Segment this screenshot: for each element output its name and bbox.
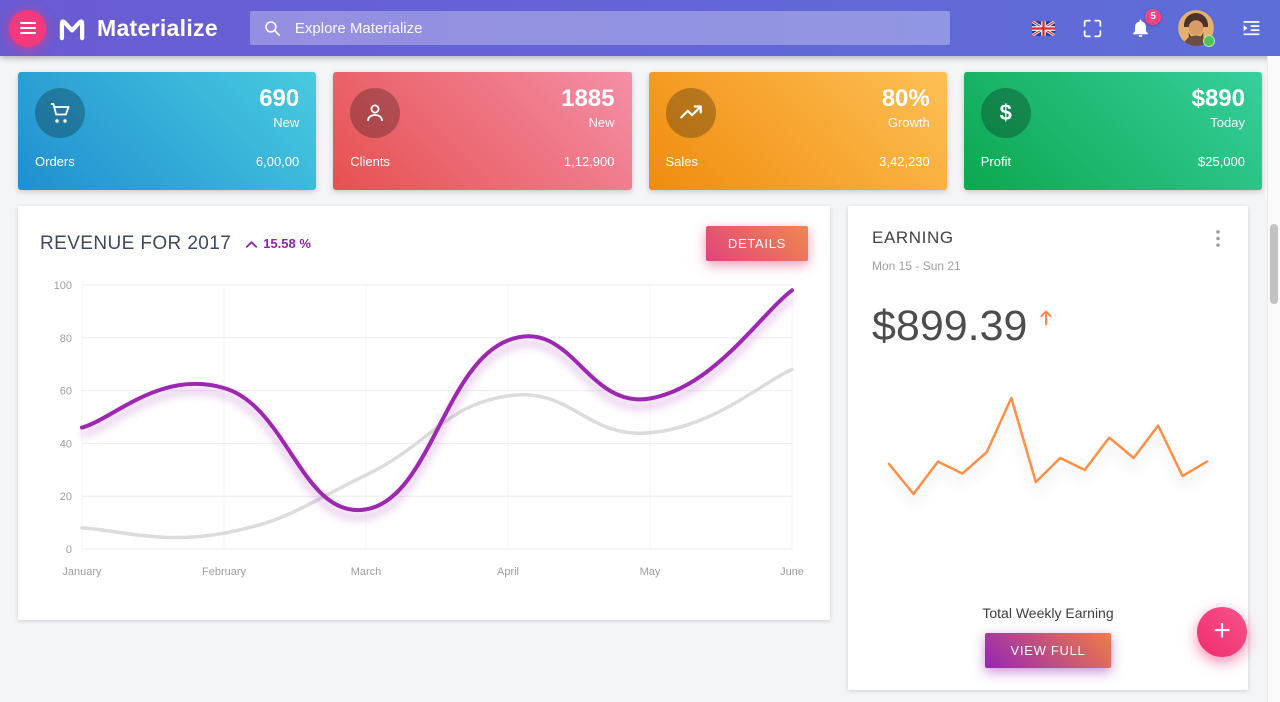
svg-text:60: 60 xyxy=(60,386,72,398)
kebab-icon xyxy=(1216,230,1220,247)
stat-card-sales: 80% Growth Sales 3,42,230 xyxy=(648,72,947,190)
revenue-trend: 15.58 % xyxy=(246,236,311,251)
cart-icon xyxy=(35,88,85,138)
search-bar xyxy=(249,11,950,45)
bell-icon xyxy=(1133,19,1148,37)
stat-value: 690 xyxy=(259,85,300,112)
hamburger-menu-button[interactable] xyxy=(9,9,46,47)
kebab-menu-button[interactable] xyxy=(1212,228,1224,252)
scrollbar-thumb[interactable] xyxy=(1270,224,1278,304)
indent-toggle-icon xyxy=(1243,20,1260,35)
fullscreen-button[interactable] xyxy=(1082,18,1103,39)
stat-value: 80% xyxy=(881,85,930,112)
notifications-button[interactable]: 5 xyxy=(1130,9,1161,39)
fullscreen-icon xyxy=(1083,19,1102,37)
earning-card-header: EARNING xyxy=(872,228,1224,252)
stat-sublabel: Today xyxy=(1210,114,1245,130)
materialize-logo-icon xyxy=(59,18,85,40)
stat-card-profit: $ $890 Today Profit $25,000 xyxy=(963,72,1262,190)
uk-flag-icon xyxy=(1032,20,1055,36)
earning-card: EARNING Mon 15 - Sun 21 $899.39 Total We… xyxy=(848,206,1248,690)
language-flag-button[interactable] xyxy=(1032,20,1055,36)
earning-date-range: Mon 15 - Sun 21 xyxy=(872,259,961,273)
stat-value: $890 xyxy=(1191,85,1245,112)
person-icon xyxy=(350,88,401,138)
stat-title: Sales xyxy=(665,154,699,169)
svg-text:May: May xyxy=(640,566,661,578)
svg-text:April: April xyxy=(497,566,519,578)
add-fab-button[interactable]: + xyxy=(1197,607,1247,657)
search-icon xyxy=(265,20,280,36)
svg-text:February: February xyxy=(202,566,247,578)
svg-text:80: 80 xyxy=(60,333,72,345)
navbar-actions: 5 xyxy=(1032,9,1262,47)
stat-sublabel: New xyxy=(273,114,300,130)
stat-value: 1885 xyxy=(561,85,615,112)
revenue-line-chart: January February March April May June 0 20 40 60 8… xyxy=(54,280,804,578)
earning-sparkline-chart xyxy=(887,396,1209,496)
revenue-title: REVENUE FOR 2017 xyxy=(40,232,232,254)
stat-card-clients: 1885 New Clients 1,12,900 xyxy=(333,72,632,190)
dollar-icon: $ xyxy=(980,88,1031,138)
earning-footer-label: Total Weekly Earning xyxy=(982,605,1114,621)
navbar: Materialize xyxy=(0,0,1280,56)
earning-amount-row: $899.39 xyxy=(872,305,1224,348)
stat-title: Profit xyxy=(980,154,1012,169)
stat-cards-row: 690 New Orders 6,00,00 1885 New xyxy=(18,72,1262,190)
trending-up-icon xyxy=(665,88,716,138)
online-status-dot xyxy=(1203,35,1215,47)
revenue-card: REVENUE FOR 2017 15.58 % DETAILS January… xyxy=(18,206,830,620)
details-button[interactable]: DETAILS xyxy=(705,226,808,261)
avatar-image xyxy=(1178,10,1214,46)
profile-avatar-button[interactable] xyxy=(1178,10,1215,47)
page-scrollbar xyxy=(1267,56,1280,702)
earning-title: EARNING xyxy=(872,228,954,247)
svg-text:40: 40 xyxy=(60,438,72,450)
svg-text:June: June xyxy=(780,566,804,578)
brand-name: Materialize xyxy=(97,14,218,41)
stat-sublabel: New xyxy=(588,114,615,130)
svg-text:20: 20 xyxy=(60,491,72,503)
earning-amount: $899.39 xyxy=(872,302,1028,350)
right-sidebar-toggle-button[interactable] xyxy=(1241,18,1262,39)
caret-up-icon xyxy=(246,240,258,248)
revenue-card-header: REVENUE FOR 2017 15.58 % DETAILS xyxy=(40,226,808,261)
stat-footer-value: 6,00,00 xyxy=(255,154,300,169)
svg-text:100: 100 xyxy=(54,280,72,292)
stat-footer-value: $25,000 xyxy=(1198,154,1245,169)
stat-title: Orders xyxy=(35,154,75,169)
stat-footer-value: 3,42,230 xyxy=(879,154,930,169)
svg-text:January: January xyxy=(62,566,102,578)
stat-sublabel: Growth xyxy=(887,114,930,130)
view-full-button[interactable]: VIEW FULL xyxy=(984,633,1112,668)
stat-card-orders: 690 New Orders 6,00,00 xyxy=(18,72,317,190)
svg-text:0: 0 xyxy=(66,544,72,556)
stat-title: Clients xyxy=(350,154,390,169)
svg-text:March: March xyxy=(351,566,382,578)
brand[interactable]: Materialize xyxy=(58,15,218,42)
search-input[interactable] xyxy=(292,18,937,38)
notification-badge: 5 xyxy=(1145,9,1161,25)
arrow-up-icon xyxy=(1040,310,1053,326)
stat-footer-value: 1,12,900 xyxy=(563,154,615,169)
revenue-change-value: 15.58 % xyxy=(263,236,311,251)
